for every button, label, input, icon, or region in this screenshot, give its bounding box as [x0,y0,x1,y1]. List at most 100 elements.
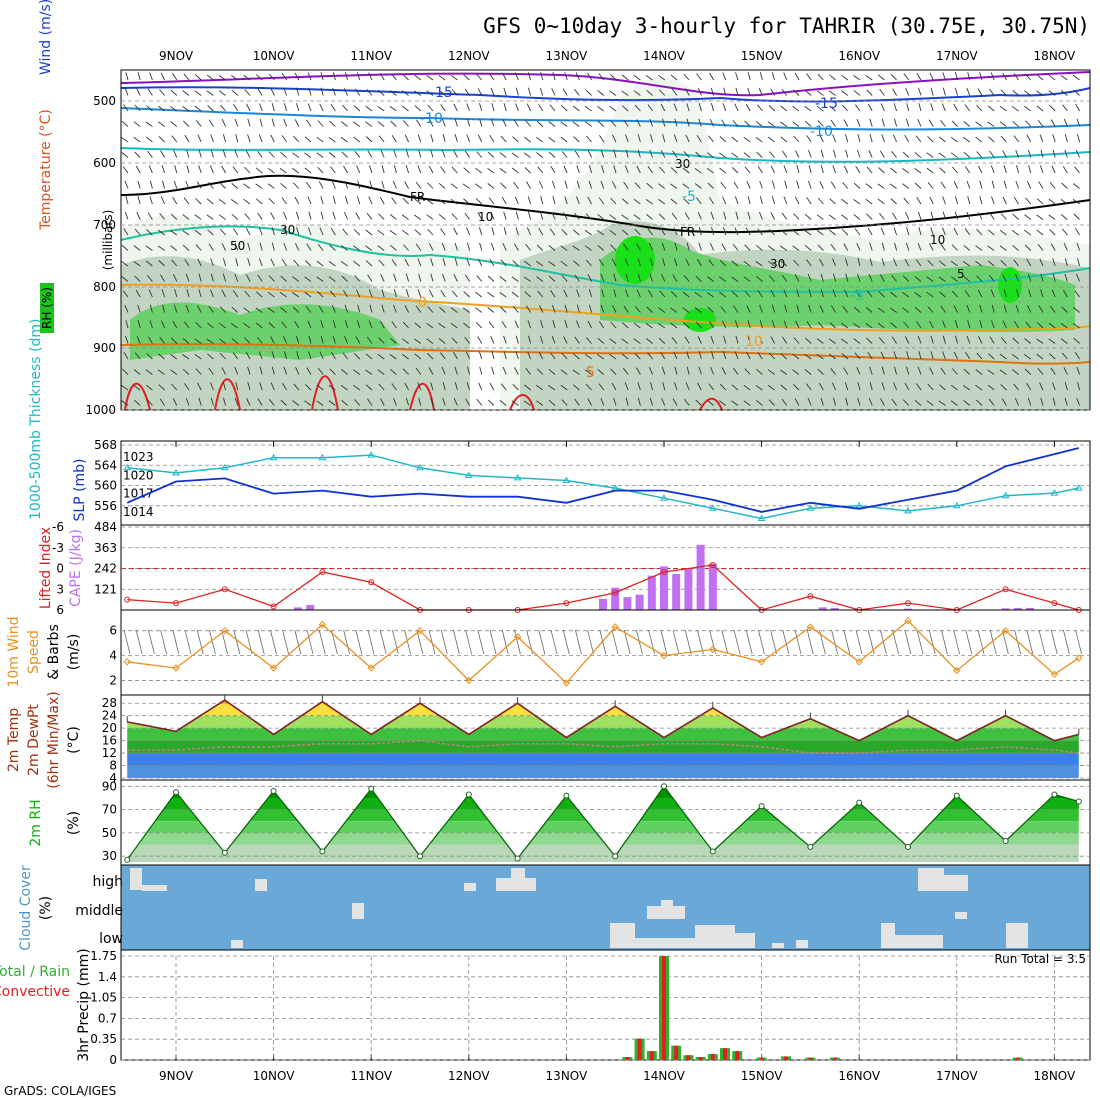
wind-barb [353,245,361,251]
wind-barb [247,242,251,251]
wind-barb [454,366,458,375]
wind-barb [926,400,934,406]
wind-barb [867,351,873,360]
wind-barb [938,152,946,158]
wind-barb [196,181,202,189]
wind-barb [345,320,349,329]
wind10m-unit: (m/s) [66,634,82,671]
wind-barb [170,213,178,220]
wind-barb [450,307,458,313]
wind-barb [845,397,849,406]
wind-barb [491,351,495,360]
surface-wind-barb [575,629,582,655]
wind-barb [841,353,849,360]
wind-barb [503,335,507,344]
wind-barb [393,149,397,158]
surface-wind-barb [392,629,399,655]
wind-barb [597,120,605,127]
wind-barb [561,151,568,158]
wind-barb [564,180,568,189]
wind-barb [792,229,800,236]
wind-barb [854,228,861,236]
wind-barb [757,104,763,112]
wind-barb [732,120,739,127]
surface-wind-barb [745,629,753,655]
wind-barb [284,227,288,236]
wind-barb [633,198,641,205]
surface-wind-barb [135,629,143,655]
wind-barb [317,367,324,375]
wind-barb [377,121,385,127]
wind-barb [319,103,324,112]
wind-barb [1036,90,1044,96]
wind-barb [294,196,300,205]
wind-barb [208,367,214,375]
wind-barb [184,383,190,391]
wind-barb [976,275,983,282]
surface-wind-barb [684,629,692,655]
cloud-tick-low: low [99,931,123,947]
wind-barb [426,338,434,344]
lifted-index-point [661,569,667,575]
wind-barb [930,335,934,344]
precip-tick-label: 1.4 [98,970,117,984]
contour-label: FR [680,225,695,239]
wind-barb [842,182,849,189]
wind-barb [709,72,714,81]
rh2m-point [1075,798,1082,805]
wind-barb [780,260,788,267]
thickness-point [172,468,180,476]
wind-barb [551,304,556,313]
wind-barb [979,196,983,205]
wind-barb [341,275,348,282]
wind-barb [902,183,910,189]
wind-barb [501,320,507,329]
wind-barb [475,167,483,174]
lifted-index-point [221,586,228,593]
surface-wind-barb [428,629,436,655]
wind-barb [174,289,178,298]
wind-barb [1048,198,1056,205]
wind-barb [257,274,263,282]
wind-barb [307,103,312,112]
wind-barb [587,72,592,81]
wind-barb [121,385,129,391]
wind-barb [857,134,861,143]
wind-barb [308,87,312,96]
wind-barb [1025,73,1032,81]
cloud-patch [142,885,167,891]
wind-barb [330,227,336,236]
wind-barb [453,103,458,112]
wind-barb [587,320,593,329]
surface-wind-barb [562,629,570,655]
surface-wind-barb [697,629,704,655]
wind-barb [389,90,397,96]
wind-barb [844,382,849,391]
wind-barb [548,137,556,143]
wind-barb [950,152,958,158]
wind-barb [121,152,129,158]
wind-barb [833,397,837,406]
wind-barb [927,306,934,313]
wind-barb [1011,230,1019,236]
wind-barb [172,73,178,81]
wind-barb [645,323,653,329]
wind-barb [611,258,617,267]
wind-barb [1076,366,1081,375]
wind-speed-point [904,616,912,625]
wind-barb [768,104,775,112]
temp-band [127,740,1079,754]
wind-barb [588,180,593,189]
wind-barb [157,245,165,251]
wind-barb [149,320,153,329]
wind-barb [942,335,946,344]
wind-barb [999,369,1007,375]
wind-barb [158,136,165,143]
wind-barb [613,397,617,406]
wind-barb [441,242,446,251]
wind-barb [464,274,470,282]
date-label-top: 17NOV [936,49,978,63]
wind-barb [428,289,434,298]
wind-barb [255,291,263,298]
wind-barb [621,198,629,205]
